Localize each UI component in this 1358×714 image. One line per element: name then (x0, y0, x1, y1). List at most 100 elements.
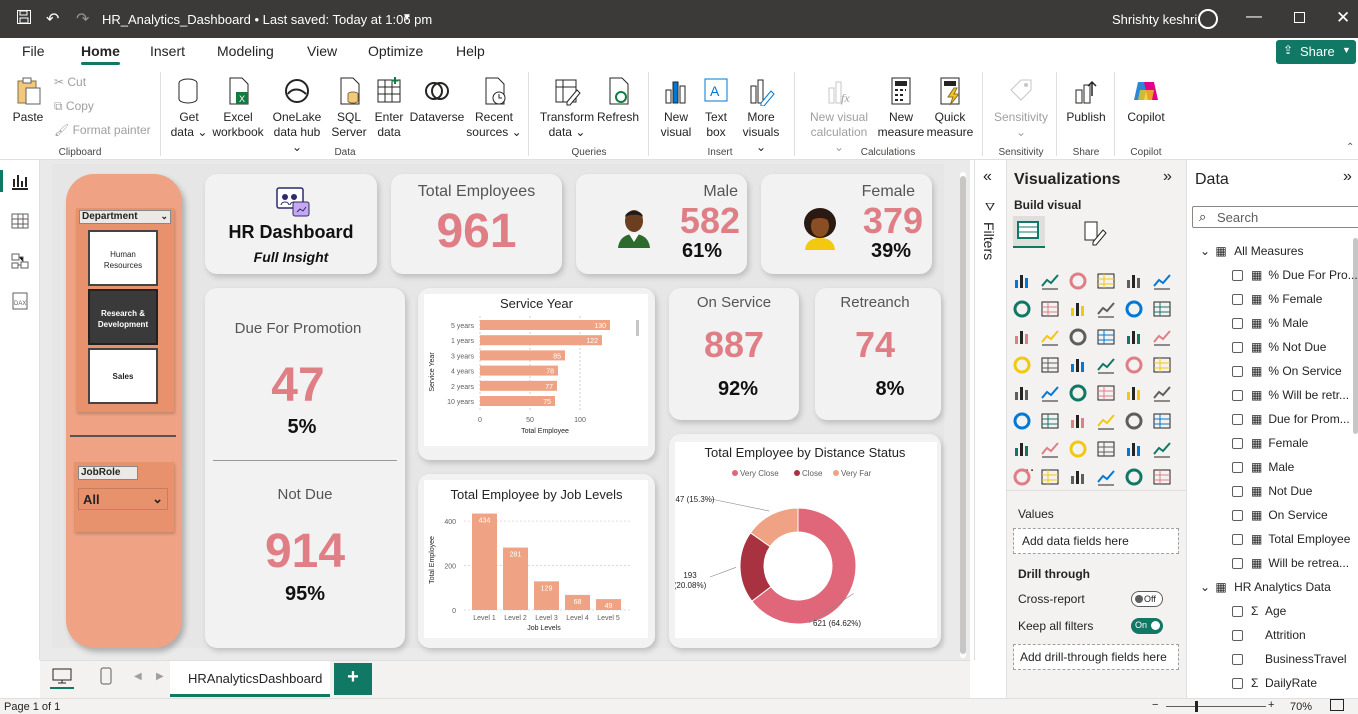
visual-type-icon[interactable] (1012, 328, 1032, 346)
tab-hr-analytics-dashboard[interactable]: HRAnalyticsDashboard (170, 661, 330, 697)
visual-type-icon[interactable] (1152, 300, 1172, 318)
transform-data-button[interactable]: Transform data ⌄ (538, 76, 596, 140)
field-item[interactable]: Σ DailyRate (1232, 676, 1317, 690)
visual-type-icon[interactable] (1152, 272, 1172, 290)
visual-type-icon[interactable] (1068, 272, 1088, 290)
publish-button[interactable]: Publish (1062, 76, 1110, 125)
field-item[interactable]: ▦ Total Employee (1232, 532, 1350, 546)
chevron-right-icon[interactable]: » (1343, 168, 1352, 185)
visual-type-icon[interactable] (1096, 356, 1116, 374)
female-card[interactable]: Female 379 39% (761, 174, 932, 274)
text-box-button[interactable]: A Text box (698, 76, 734, 140)
chevron-down-icon[interactable]: ⌄ (160, 211, 168, 221)
close-icon[interactable]: ✕ (1336, 8, 1351, 27)
recent-sources-button[interactable]: Recent sources ⌄ (466, 76, 522, 140)
total-employees-card[interactable]: Total Employees 961 (391, 174, 562, 274)
checkbox[interactable] (1232, 270, 1243, 282)
quick-measure-button[interactable]: Quick measure (926, 76, 974, 140)
visual-type-icon[interactable] (1096, 440, 1116, 458)
sensitivity-button[interactable]: Sensitivity ⌄ (990, 76, 1052, 140)
field-item[interactable]: ▦ Female (1232, 436, 1308, 450)
visual-type-icon[interactable] (1068, 468, 1088, 486)
visual-type-icon[interactable] (1068, 328, 1088, 346)
zoom-in-icon[interactable]: + (1268, 699, 1275, 711)
zoom-slider-thumb[interactable] (1195, 701, 1198, 712)
menu-insert[interactable]: Insert (150, 43, 186, 59)
onelake-data-hub-button[interactable]: OneLake data hub ⌄ (268, 76, 326, 155)
chevron-left-icon[interactable]: ◀ (134, 671, 142, 682)
copilot-button[interactable]: Copilot (1120, 76, 1172, 125)
checkbox[interactable] (1232, 630, 1243, 642)
canvas-scrollbar[interactable] (960, 172, 966, 658)
copy-button[interactable]: ⧉ Copy (54, 99, 94, 113)
field-item[interactable]: ▦ % Due For Pro... (1232, 268, 1358, 282)
visual-type-icon[interactable] (1096, 412, 1116, 430)
filters-pane[interactable]: « ⛛ Filters (974, 160, 1006, 660)
visual-type-icon[interactable] (1068, 440, 1088, 458)
checkbox[interactable] (1232, 678, 1243, 690)
add-page-button[interactable]: + (334, 663, 372, 695)
values-drop-zone[interactable]: Add data fields here (1013, 528, 1179, 554)
model-view-icon[interactable] (10, 252, 30, 270)
visual-type-icon[interactable] (1096, 272, 1116, 290)
visual-type-icon[interactable] (1012, 272, 1032, 290)
visual-type-icon[interactable] (1040, 272, 1060, 290)
user-name[interactable]: Shrishty keshri (1112, 12, 1198, 27)
share-button[interactable]: ⇪ Share ▼ (1276, 40, 1356, 64)
checkbox[interactable] (1232, 414, 1243, 426)
chevron-right-icon[interactable]: ▶ (156, 671, 164, 682)
visual-type-icon[interactable] (1012, 356, 1032, 374)
visual-type-icon[interactable] (1068, 356, 1088, 374)
field-item[interactable]: ▦ % Not Due (1232, 340, 1326, 354)
slicer-item-human-resources[interactable]: Human Resources (88, 230, 158, 286)
job-levels-chart-card[interactable]: Total Employee by Job Levels 0 200 400 434 L… (418, 474, 655, 648)
checkbox[interactable] (1232, 294, 1243, 306)
visual-type-icon[interactable] (1124, 412, 1144, 430)
distance-chart-card[interactable]: Total Employee by Distance Status Very C… (669, 434, 941, 648)
visual-type-icon[interactable] (1040, 384, 1060, 402)
build-visual-tab[interactable] (1013, 216, 1045, 248)
field-item[interactable]: ▦ % On Service (1232, 364, 1342, 378)
visual-type-icon[interactable] (1068, 384, 1088, 402)
visual-type-icon[interactable] (1012, 468, 1032, 486)
header-card[interactable]: HR Dashboard Full Insight (205, 174, 377, 274)
visual-type-icon[interactable] (1152, 384, 1172, 402)
checkbox[interactable] (1232, 558, 1243, 570)
visual-type-icon[interactable] (1012, 384, 1032, 402)
collapse-ribbon-icon[interactable]: ⌃ (1346, 142, 1355, 153)
fit-to-page-icon[interactable] (1330, 699, 1344, 711)
visual-type-icon[interactable] (1012, 440, 1032, 458)
excel-workbook-button[interactable]: X Excel workbook (210, 76, 266, 140)
service-year-chart-card[interactable]: Service Year 0 50 100 5 years 130 1 years 122 3… (418, 288, 655, 460)
visual-type-icon[interactable] (1124, 440, 1144, 458)
dataverse-button[interactable]: Dataverse (408, 76, 466, 125)
visual-type-icon[interactable] (1152, 356, 1172, 374)
refresh-button[interactable]: Refresh (596, 76, 640, 125)
table-hr-analytics-data[interactable]: ⌄ ▦ HR Analytics Data (1200, 580, 1331, 594)
chevron-down-icon[interactable]: ▼ (402, 12, 412, 23)
dax-query-view-icon[interactable]: DAX (10, 292, 30, 310)
menu-view[interactable]: View (307, 43, 338, 59)
promotion-card[interactable]: Due For Promotion 47 5% Not Due 914 95% (205, 288, 405, 648)
visual-type-icon[interactable] (1040, 412, 1060, 430)
slicer-item-sales[interactable]: Sales (88, 348, 158, 404)
field-item[interactable]: Attrition (1232, 628, 1306, 642)
paste-button[interactable]: Paste (10, 76, 46, 125)
new-measure-button[interactable]: New measure (876, 76, 926, 140)
visual-type-icon[interactable] (1124, 468, 1144, 486)
undo-icon[interactable]: ↶ (46, 11, 60, 28)
field-item[interactable]: ▦ % Female (1232, 292, 1322, 306)
visual-type-icon[interactable] (1040, 468, 1060, 486)
visual-type-icon[interactable] (1152, 412, 1172, 430)
checkbox[interactable] (1232, 510, 1243, 522)
mobile-layout-icon[interactable] (100, 667, 112, 685)
visual-type-icon[interactable] (1152, 440, 1172, 458)
report-view-icon[interactable] (10, 172, 30, 190)
menu-optimize[interactable]: Optimize (368, 43, 424, 59)
field-item[interactable]: ▦ Will be retrea... (1232, 556, 1349, 570)
visual-type-icon[interactable] (1040, 328, 1060, 346)
new-visual-calculation-button[interactable]: fx New visual calculation ⌄ (804, 76, 874, 155)
menu-help[interactable]: Help (456, 43, 485, 59)
get-data-button[interactable]: Get data ⌄ (170, 76, 208, 140)
data-search-input[interactable]: ⌕ Search (1192, 206, 1358, 228)
